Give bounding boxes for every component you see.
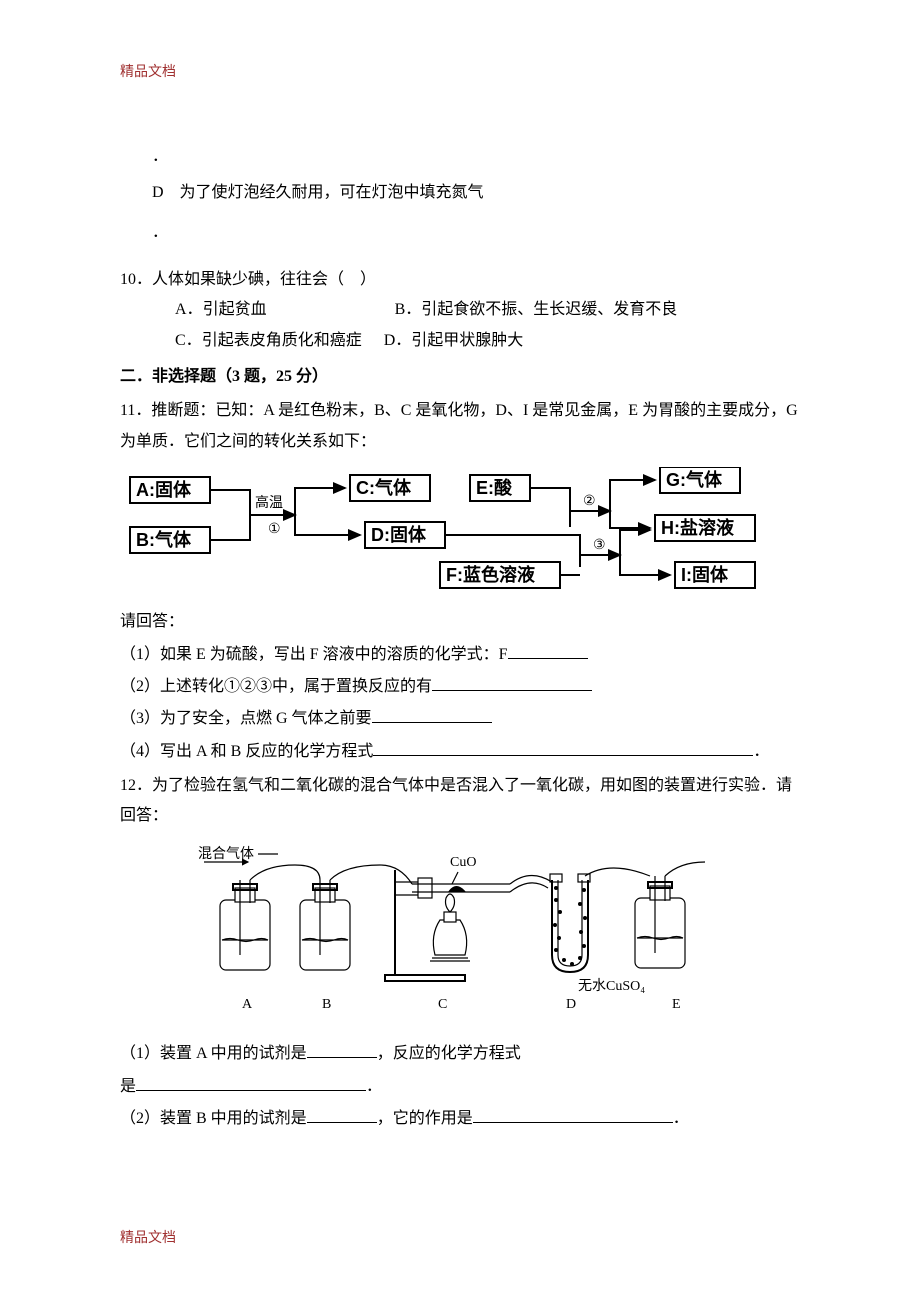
blank	[307, 1105, 377, 1123]
d1-label-c2: ②	[583, 494, 596, 509]
d2-bottle-e	[635, 862, 705, 968]
q12-sub1c: 是	[120, 1078, 136, 1095]
page-header: 精品文档	[120, 60, 800, 87]
d1-node-g-text: G:气体	[666, 469, 723, 490]
d1-node-b-text: B:气体	[136, 529, 192, 550]
d1-label-hightemp: 高温	[255, 494, 283, 511]
q12-sub1b: ，反应的化学方程式	[377, 1045, 521, 1062]
q11-sub4: （4）写出 A 和 B 反应的化学方程式 ．	[120, 737, 800, 767]
d1-node-d-text: D:固体	[371, 524, 427, 545]
q10-option-b: B．引起食欲不振、生长迟缓、发育不良	[395, 295, 678, 325]
q12-intro: 12．为了检验在氢气和二氧化碳的混合气体中是否混入了一氧化碳，用如图的装置进行实…	[120, 771, 800, 832]
question-10: 10．人体如果缺少碘，往往会（ ） A．引起贫血 B．引起食欲不振、生长迟缓、发…	[120, 265, 800, 356]
d2-utube-d	[550, 874, 590, 972]
q12-sub1-line2: 是．	[120, 1072, 800, 1102]
d2-bottle-a	[220, 880, 270, 970]
blank	[372, 706, 492, 724]
q10-b-label: B．	[395, 301, 422, 318]
q10-a-label: A．	[175, 301, 203, 318]
d1-label-c3: ③	[593, 538, 606, 553]
prev-option-d: D 为了使灯泡经久耐用，可在灯泡中填充氮气	[120, 178, 800, 208]
q10-b-text: 引起食欲不振、生长迟缓、发育不良	[421, 301, 677, 318]
q12-period2: ．	[673, 1110, 689, 1127]
q10-option-a: A．引起贫血	[175, 295, 267, 325]
q12-sub2: （2）装置 B 中用的试剂是 ，它的作用是 ．	[120, 1104, 800, 1134]
d1-node-e-text: E:酸	[476, 477, 513, 498]
q11-sub2: （2）上述转化①②③中，属于置换反应的有	[120, 672, 800, 702]
blank	[473, 1105, 673, 1123]
d1-label-c1: ①	[268, 522, 281, 537]
q11-intro: 11．推断题：已知：A 是红色粉末，B、C 是氧化物，D、I 是常见金属，E 为…	[120, 396, 800, 457]
q12-sub1-line1: （1）装置 A 中用的试剂是 ，反应的化学方程式	[120, 1039, 800, 1069]
q12-subquestions: （1）装置 A 中用的试剂是，反应的化学方程式 是． （2）装置 B 中用的试剂…	[120, 1039, 800, 1134]
q11-sub1-text: （1）如果 E 为硫酸，写出 F 溶液中的溶质的化学式：F	[120, 646, 508, 663]
q10-c-label: C．	[175, 332, 202, 349]
d2-bottle-b	[300, 880, 350, 970]
d2-lab-d: D	[566, 997, 576, 1012]
q11-diagram: A:固体 B:气体 C:气体 D:固体 E:酸 F:蓝色溶液 G:气体 H:盐溶液 I:固体 高…	[120, 467, 800, 597]
q11-sub2-text: （2）上述转化①②③中，属于置换反应的有	[120, 678, 432, 695]
q10-c-text: 引起表皮角质化和癌症	[202, 332, 362, 349]
q11-sub3-text: （3）为了安全，点燃 G 气体之前要	[120, 710, 372, 727]
q12-sub1a: （1）装置 A 中用的试剂是	[120, 1045, 307, 1062]
d1-node-i-text: I:固体	[681, 564, 729, 585]
d2-lab-a: A	[242, 997, 253, 1012]
blank	[432, 673, 592, 691]
d2-lab-e: E	[672, 997, 681, 1012]
q11-sub4-period: ．	[753, 743, 769, 760]
q12-sub2b: ，它的作用是	[377, 1110, 473, 1127]
q10-a-text: 引起贫血	[203, 301, 267, 318]
blank	[508, 641, 588, 659]
blank	[373, 738, 753, 756]
d2-label-cuo: CuO	[450, 855, 476, 870]
q10-d-text: 引起甲状腺肿大	[411, 332, 523, 349]
blank	[136, 1073, 366, 1091]
content-area: ． D 为了使灯泡经久耐用，可在灯泡中填充氮气 ． 10．人体如果缺少碘，往往会…	[120, 142, 800, 1135]
q10-option-d: D．引起甲状腺肿大	[384, 332, 524, 349]
d1-node-f-text: F:蓝色溶液	[446, 564, 536, 585]
q11-sub1: （1）如果 E 为硫酸，写出 F 溶液中的溶质的化学式：F	[120, 640, 800, 670]
d1-node-h-text: H:盐溶液	[661, 517, 735, 538]
d2-lab-b: B	[322, 997, 331, 1012]
d2-label-mix: 混合气体	[198, 845, 254, 861]
prev-dot-2: ．	[120, 218, 800, 248]
q11-answer-label: 请回答：	[120, 607, 800, 637]
q10-stem: 10．人体如果缺少碘，往往会（ ）	[120, 265, 800, 295]
blank	[307, 1041, 377, 1059]
q11-subquestions: （1）如果 E 为硫酸，写出 F 溶液中的溶质的化学式：F （2）上述转化①②③…	[120, 640, 800, 768]
d1-node-a-text: A:固体	[136, 479, 192, 500]
q10-option-c: C．引起表皮角质化和癌症	[175, 332, 366, 349]
d1-node-c-text: C:气体	[356, 477, 412, 498]
d2-lab-c: C	[438, 997, 447, 1012]
section-2-title: 二．非选择题（3 题，25 分）	[120, 362, 800, 392]
q12-period1: ．	[366, 1078, 382, 1095]
q10-d-label: D．	[384, 332, 412, 349]
q12-diagram: 混合气体	[120, 840, 800, 1031]
page-footer: 精品文档	[120, 1226, 176, 1253]
q11-sub3: （3）为了安全，点燃 G 气体之前要	[120, 704, 800, 734]
prev-dot: ．	[120, 142, 800, 172]
q12-sub2a: （2）装置 B 中用的试剂是	[120, 1110, 307, 1127]
q11-sub4-text: （4）写出 A 和 B 反应的化学方程式	[120, 743, 373, 760]
d2-label-anhydrous: 无水CuSO₄	[578, 978, 645, 994]
